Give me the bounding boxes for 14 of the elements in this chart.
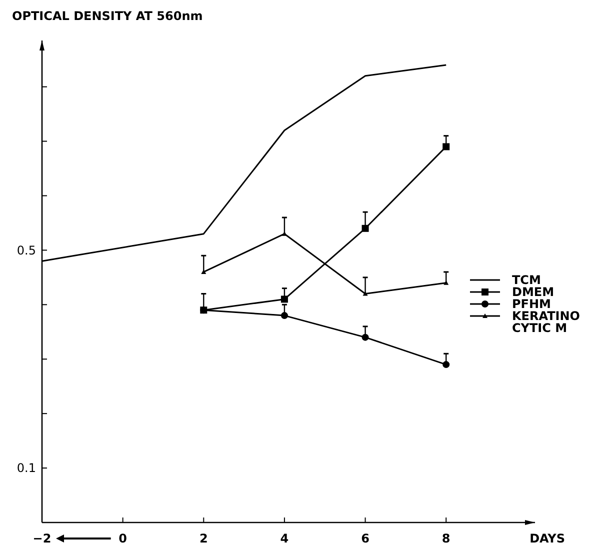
x-axis-title: DAYS bbox=[530, 532, 565, 546]
x-tick-label: 6 bbox=[361, 532, 370, 546]
y-tick-label: 0.1 bbox=[16, 461, 36, 476]
x-tick-label: 0 bbox=[118, 532, 127, 546]
y-axis-title: OPTICAL DENSITY AT 560nm bbox=[12, 9, 203, 23]
x-tick-label: 8 bbox=[442, 532, 450, 546]
x-tick-label: 2 bbox=[199, 532, 208, 546]
legend-label: TCM bbox=[512, 273, 541, 288]
y-tick-label: 0.5 bbox=[16, 243, 36, 258]
legend-label: DMEM bbox=[512, 285, 554, 300]
legend-label: PFHM bbox=[512, 297, 551, 312]
x-tick-label: 4 bbox=[280, 532, 289, 546]
x-tick-label: −2 bbox=[32, 532, 52, 546]
legend-label: KERATINO CYTIC M bbox=[512, 309, 580, 336]
